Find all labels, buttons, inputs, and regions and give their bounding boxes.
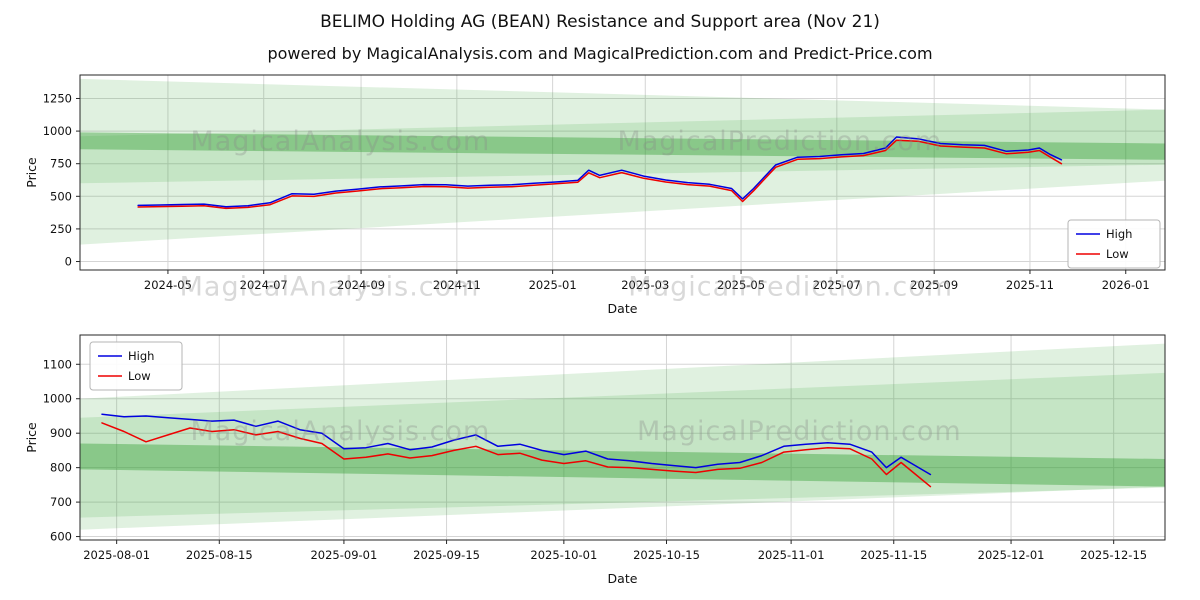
svg-text:2025-07: 2025-07 bbox=[813, 278, 861, 292]
svg-text:2024-11: 2024-11 bbox=[433, 278, 481, 292]
resistance-support-recent-chart: 2025-08-01 2025-08-15 2025-09-01 2025-09-15… bbox=[24, 334, 1166, 586]
svg-text:2025-11-15: 2025-11-15 bbox=[860, 548, 927, 562]
svg-text:Date: Date bbox=[608, 301, 638, 316]
svg-text:2025-08-01: 2025-08-01 bbox=[83, 548, 150, 562]
svg-text:High: High bbox=[1106, 227, 1132, 241]
svg-text:2025-11-01: 2025-11-01 bbox=[758, 548, 825, 562]
svg-text:1000: 1000 bbox=[43, 392, 72, 406]
svg-text:2024-09: 2024-09 bbox=[337, 278, 385, 292]
chart-title: BELIMO Holding AG (BEAN) Resistance and … bbox=[320, 12, 880, 32]
svg-text:1250: 1250 bbox=[43, 91, 72, 105]
svg-text:Low: Low bbox=[128, 369, 151, 383]
svg-text:2025-09: 2025-09 bbox=[910, 278, 958, 292]
svg-text:2025-09-15: 2025-09-15 bbox=[413, 548, 480, 562]
chart-subtitle: powered by MagicalAnalysis.com and Magic… bbox=[267, 44, 933, 63]
svg-text:500: 500 bbox=[50, 189, 72, 203]
svg-text:800: 800 bbox=[50, 461, 72, 475]
svg-text:2024-05: 2024-05 bbox=[144, 278, 192, 292]
svg-text:MagicalAnalysis.com: MagicalAnalysis.com bbox=[190, 126, 490, 157]
svg-text:700: 700 bbox=[50, 495, 72, 509]
svg-text:2025-01: 2025-01 bbox=[529, 278, 577, 292]
svg-text:Price: Price bbox=[24, 422, 39, 453]
svg-text:900: 900 bbox=[50, 426, 72, 440]
svg-text:2024-07: 2024-07 bbox=[240, 278, 288, 292]
svg-text:Date: Date bbox=[608, 571, 638, 586]
svg-text:1000: 1000 bbox=[43, 124, 72, 138]
svg-text:MagicalAnalysis.com: MagicalAnalysis.com bbox=[180, 271, 480, 302]
svg-text:2025-09-01: 2025-09-01 bbox=[310, 548, 377, 562]
svg-text:750: 750 bbox=[50, 157, 72, 171]
svg-text:250: 250 bbox=[50, 222, 72, 236]
svg-text:2025-10-15: 2025-10-15 bbox=[633, 548, 700, 562]
svg-text:2025-10-01: 2025-10-01 bbox=[530, 548, 597, 562]
svg-text:2025-11: 2025-11 bbox=[1006, 278, 1054, 292]
svg-text:Low: Low bbox=[1106, 247, 1129, 261]
svg-text:2025-08-15: 2025-08-15 bbox=[186, 548, 253, 562]
svg-text:600: 600 bbox=[50, 530, 72, 544]
svg-text:High: High bbox=[128, 349, 154, 363]
svg-text:2025-03: 2025-03 bbox=[621, 278, 669, 292]
svg-text:2026-01: 2026-01 bbox=[1102, 278, 1150, 292]
svg-text:0: 0 bbox=[65, 255, 72, 269]
svg-text:MagicalAnalysis.com: MagicalAnalysis.com bbox=[190, 416, 490, 447]
resistance-support-overview-chart: 2024-05 2024-07 2024-09 2024-11 2025-01 2025-… bbox=[24, 74, 1166, 316]
svg-text:2025-12-15: 2025-12-15 bbox=[1080, 548, 1147, 562]
svg-text:2025-12-01: 2025-12-01 bbox=[978, 548, 1045, 562]
svg-text:MagicalPrediction.com: MagicalPrediction.com bbox=[628, 271, 953, 302]
svg-text:MagicalPrediction.com: MagicalPrediction.com bbox=[637, 416, 962, 447]
svg-text:2025-05: 2025-05 bbox=[717, 278, 765, 292]
svg-text:MagicalPrediction.com: MagicalPrediction.com bbox=[617, 126, 942, 157]
svg-text:Price: Price bbox=[24, 157, 39, 188]
svg-text:1100: 1100 bbox=[43, 357, 72, 371]
